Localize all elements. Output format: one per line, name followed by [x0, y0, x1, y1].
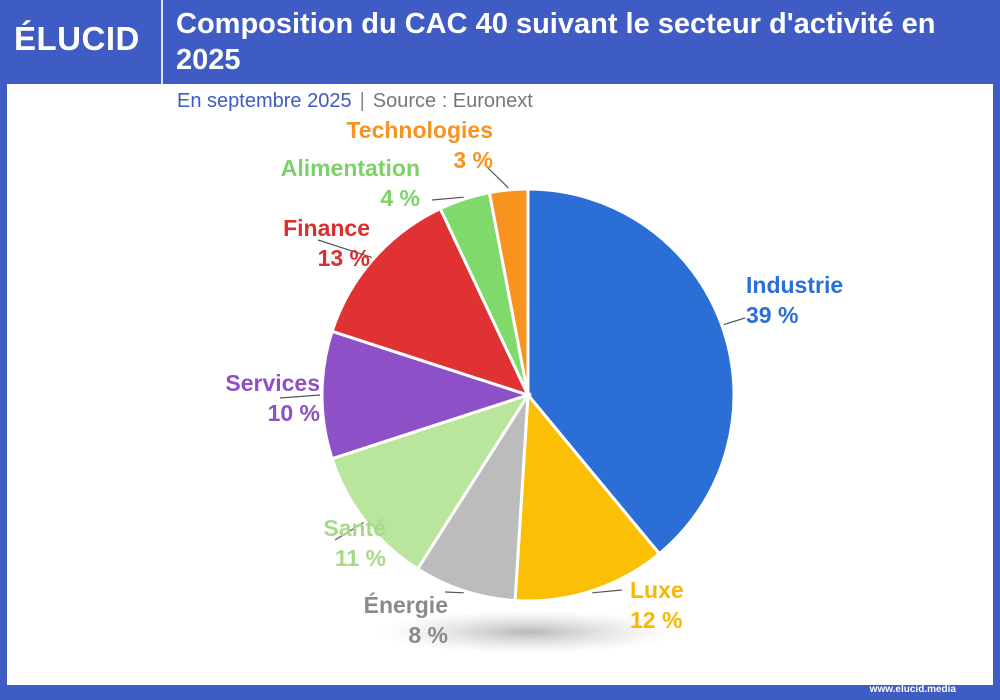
slice-label-value: 8 %	[408, 622, 448, 648]
pie-slice-2	[415, 394, 530, 603]
slice-label-name: Santé	[323, 515, 386, 541]
subtitle-separator: |	[359, 90, 365, 112]
slice-label-value: 3 %	[453, 147, 493, 173]
slice-label-name: Services	[225, 370, 320, 396]
leader-line-2	[444, 591, 464, 594]
subtitle-date: En septembre 2025	[177, 90, 352, 112]
leader-line-0	[723, 317, 746, 326]
header: ÉLUCID Composition du CAC 40 suivant le …	[0, 0, 1000, 84]
slice-label-5: Finance 13 %	[283, 213, 370, 273]
leader-line-7	[484, 164, 509, 189]
slice-label-1: Luxe 12 %	[630, 575, 684, 635]
slice-label-name: Technologies	[346, 117, 493, 143]
pie-slice-5	[330, 206, 531, 398]
footer-url: www.elucid.media	[869, 684, 956, 695]
pie-slice-4	[320, 329, 533, 461]
pie-shadow	[378, 610, 678, 654]
slice-label-name: Énergie	[363, 592, 448, 618]
pie-slice-7	[487, 187, 530, 396]
slice-label-name: Industrie	[746, 272, 844, 298]
slice-label-0: Industrie 39 %	[746, 270, 843, 330]
pie-slice-0	[526, 187, 736, 556]
leader-line-6	[431, 196, 464, 201]
leader-line-5	[317, 239, 373, 259]
leader-line-1	[592, 589, 623, 594]
slice-label-name: Luxe	[630, 577, 684, 603]
subtitle: En septembre 2025 | Source : Euronext	[177, 90, 533, 113]
chart-title: Composition du CAC 40 suivant le secteur…	[176, 8, 936, 76]
leader-line-4	[279, 394, 321, 399]
slice-label-7: Technologies 3 %	[346, 115, 493, 175]
leader-line-3	[334, 521, 364, 541]
slice-label-value: 10 %	[267, 400, 320, 426]
pie-slice-1	[513, 391, 662, 603]
slice-label-2: Énergie 8 %	[364, 590, 448, 650]
slice-label-4: Services 10 %	[225, 368, 320, 428]
pie-slice-3	[330, 392, 532, 572]
slice-label-3: Santé 11 %	[323, 513, 386, 573]
slice-label-value: 13 %	[317, 245, 370, 271]
slice-label-value: 12 %	[630, 607, 683, 633]
slice-label-name: Alimentation	[280, 155, 420, 181]
logo: ÉLUCID	[14, 20, 140, 57]
slice-label-value: 11 %	[334, 545, 386, 571]
slice-label-value: 39 %	[746, 302, 799, 328]
slice-label-value: 4 %	[380, 185, 420, 211]
subtitle-source: Source : Euronext	[372, 90, 533, 112]
slice-label-name: Finance	[283, 215, 370, 241]
slice-label-6: Alimentation 4 %	[281, 153, 420, 213]
header-divider	[161, 0, 163, 84]
